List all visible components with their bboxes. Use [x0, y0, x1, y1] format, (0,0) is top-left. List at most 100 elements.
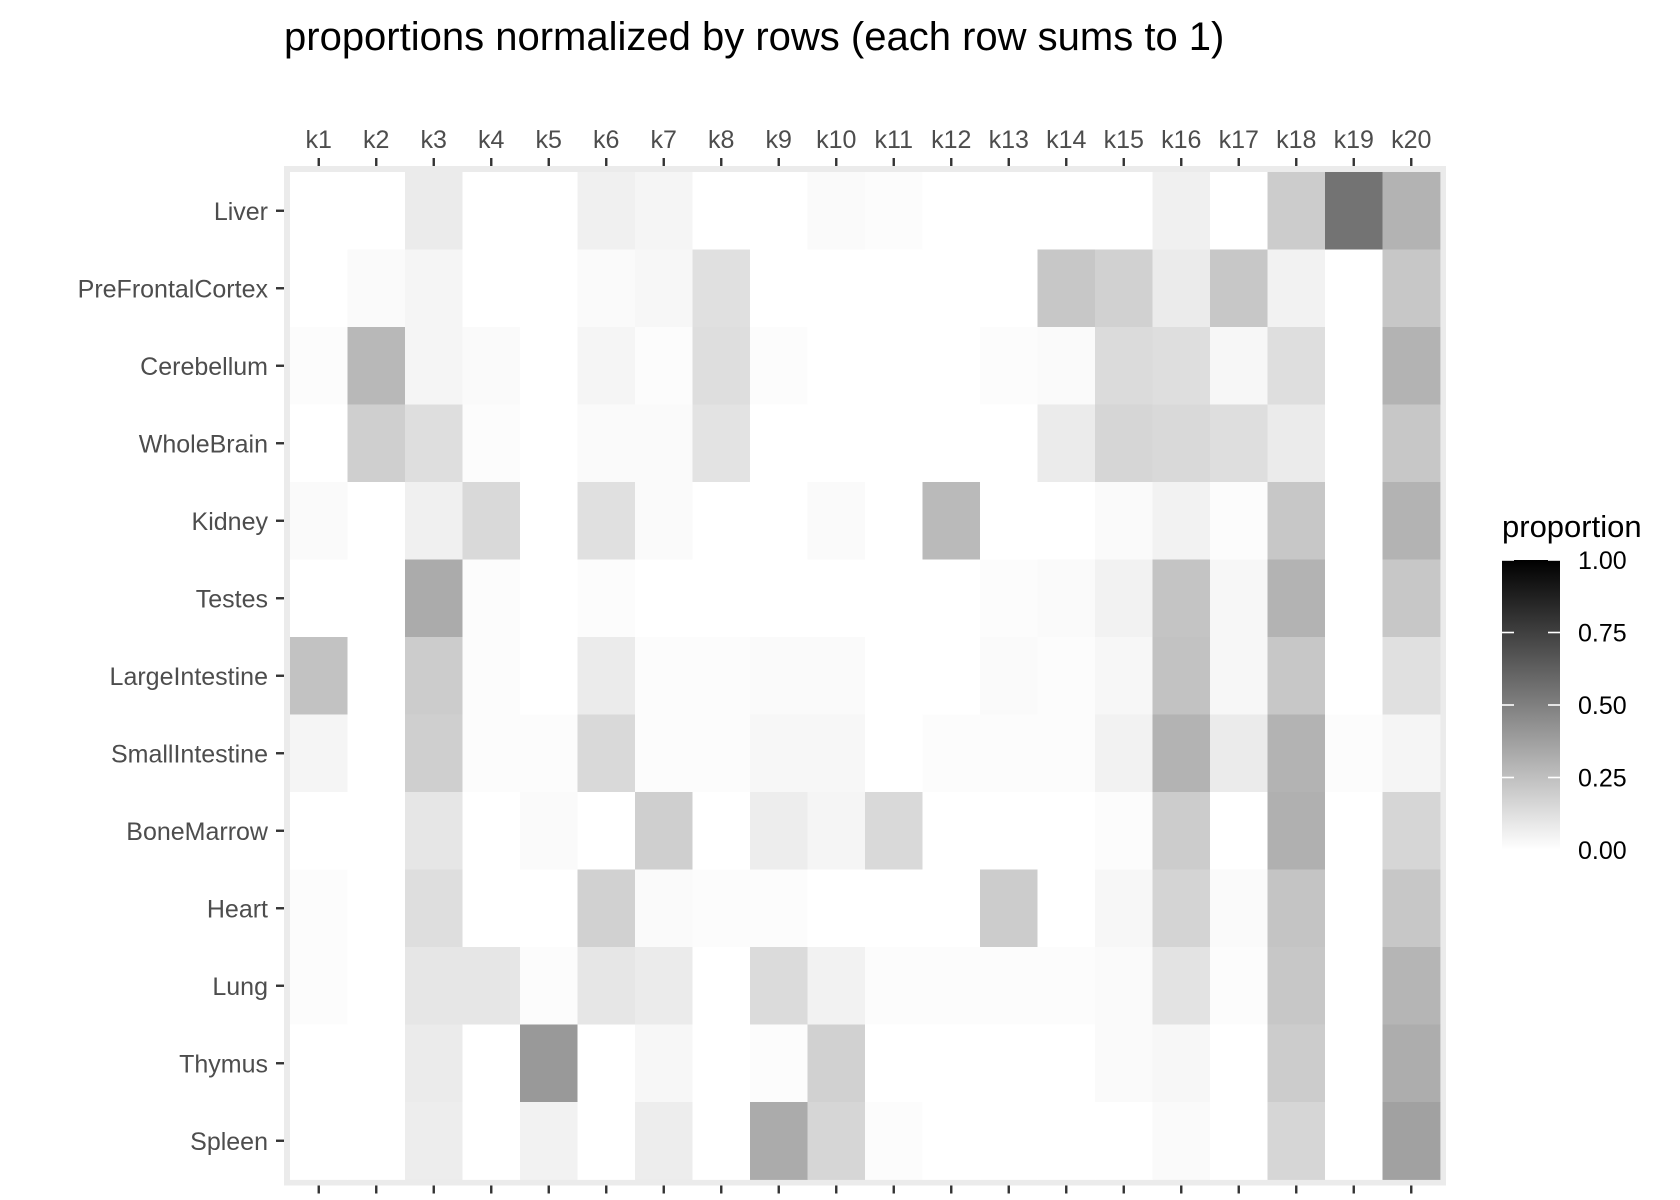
y-tick-label-PreFrontalCortex: PreFrontalCortex — [78, 275, 269, 303]
heatmap-cell-BoneMarrow-k4 — [462, 792, 521, 870]
heatmap-cell-Cerebellum-k13 — [980, 327, 1038, 405]
heatmap-cell-LargeIntestine-k17 — [1210, 637, 1268, 715]
heatmap-cell-SmallIntestine-k20 — [1382, 714, 1441, 793]
x-tick-label-k17: k17 — [1219, 126, 1259, 154]
heatmap-cell-Lung-k10 — [807, 947, 866, 1025]
heatmap-cell-Cerebellum-k5 — [520, 327, 578, 405]
heatmap-cell-Heart-k4 — [462, 869, 521, 948]
heatmap-cell-Heart-k15 — [1095, 869, 1153, 948]
heatmap-cell-SmallIntestine-k3 — [405, 714, 463, 793]
heatmap-cell-Testes-k11 — [865, 559, 923, 638]
x-tick-label-k7: k7 — [651, 126, 677, 154]
heatmap-cell-WholeBrain-k18 — [1267, 404, 1326, 483]
heatmap-cell-Testes-k8 — [692, 559, 751, 638]
heatmap-cell-BoneMarrow-k6 — [577, 792, 636, 870]
chart-title: proportions normalized by rows (each row… — [284, 15, 1224, 59]
heatmap-cell-Kidney-k3 — [405, 482, 463, 560]
heatmap-cell-PreFrontalCortex-k10 — [807, 249, 866, 328]
heatmap-cell-Heart-k2 — [347, 869, 406, 948]
heatmap-cell-Kidney-k13 — [980, 482, 1038, 560]
heatmap-cell-Thymus-k13 — [980, 1024, 1038, 1103]
heatmap-cell-BoneMarrow-k8 — [692, 792, 751, 870]
heatmap-cell-Kidney-k17 — [1210, 482, 1268, 560]
legend-label-0.00: 0.00 — [1578, 837, 1627, 865]
heatmap-cell-LargeIntestine-k20 — [1382, 637, 1441, 715]
heatmap-cell-Spleen-k14 — [1037, 1102, 1096, 1180]
heatmap-cell-PreFrontalCortex-k13 — [980, 249, 1038, 328]
y-tick-label-LargeIntestine: LargeIntestine — [110, 663, 268, 691]
heatmap-cell-SmallIntestine-k14 — [1037, 714, 1096, 793]
heatmap-cell-Cerebellum-k16 — [1152, 327, 1211, 405]
heatmap-cell-SmallIntestine-k7 — [635, 714, 693, 793]
heatmap-cell-Testes-k12 — [922, 559, 981, 638]
y-tick-label-Kidney: Kidney — [192, 508, 269, 536]
heatmap-cell-Spleen-k19 — [1325, 1102, 1383, 1180]
x-tick-label-k19: k19 — [1334, 126, 1374, 154]
heatmap-cell-BoneMarrow-k12 — [922, 792, 981, 870]
heatmap-cell-Spleen-k12 — [922, 1102, 981, 1180]
heatmap-cell-Testes-k16 — [1152, 559, 1211, 638]
y-tick-label-Thymus: Thymus — [179, 1050, 268, 1078]
heatmap-cell-SmallIntestine-k4 — [462, 714, 521, 793]
heatmap-cell-Liver-k18 — [1267, 172, 1326, 250]
heatmap-cell-BoneMarrow-k15 — [1095, 792, 1153, 870]
heatmap-cell-Liver-k20 — [1382, 172, 1441, 250]
heatmap-cell-Spleen-k2 — [347, 1102, 406, 1180]
heatmap-cell-Liver-k8 — [692, 172, 751, 250]
heatmap-cell-PreFrontalCortex-k1 — [290, 249, 348, 328]
heatmap-cell-Cerebellum-k8 — [692, 327, 751, 405]
heatmap-cell-PreFrontalCortex-k12 — [922, 249, 981, 328]
x-tick-label-k2: k2 — [363, 126, 389, 154]
heatmap-cell-Heart-k12 — [922, 869, 981, 948]
heatmap-cell-Thymus-k20 — [1382, 1024, 1441, 1103]
heatmap-cell-Spleen-k15 — [1095, 1102, 1153, 1180]
heatmap-cell-Thymus-k6 — [577, 1024, 636, 1103]
heatmap-cell-Liver-k5 — [520, 172, 578, 250]
heatmap-cell-LargeIntestine-k18 — [1267, 637, 1326, 715]
heatmap-cell-Testes-k6 — [577, 559, 636, 638]
heatmap-cell-Cerebellum-k2 — [347, 327, 406, 405]
heatmap-cell-WholeBrain-k6 — [577, 404, 636, 483]
x-tick-label-k4: k4 — [478, 126, 505, 154]
heatmap-cell-PreFrontalCortex-k2 — [347, 249, 406, 328]
heatmap-cell-Testes-k9 — [750, 559, 808, 638]
legend-label-0.25: 0.25 — [1578, 765, 1627, 793]
legend: proportion 1.00 0.75 0.50 0.25 0.00 — [1502, 509, 1642, 865]
heatmap-cell-Heart-k6 — [577, 869, 636, 948]
heatmap-cell-WholeBrain-k9 — [750, 404, 808, 483]
heatmap-cell-Liver-k17 — [1210, 172, 1268, 250]
heatmap-cell-Testes-k14 — [1037, 559, 1096, 638]
x-tick-label-k10: k10 — [816, 126, 856, 154]
y-tick-label-BoneMarrow: BoneMarrow — [126, 818, 269, 846]
heatmap-cell-PreFrontalCortex-k3 — [405, 249, 463, 328]
heatmap-cell-LargeIntestine-k19 — [1325, 637, 1383, 715]
heatmap-cell-Liver-k4 — [462, 172, 521, 250]
heatmap-cell-LargeIntestine-k13 — [980, 637, 1038, 715]
heatmap-cell-WholeBrain-k7 — [635, 404, 693, 483]
heatmap-cell-Lung-k16 — [1152, 947, 1211, 1025]
heatmap-cell-Heart-k20 — [1382, 869, 1441, 948]
heatmap-cell-BoneMarrow-k14 — [1037, 792, 1096, 870]
heatmap-cell-Spleen-k9 — [750, 1102, 808, 1180]
heatmap-cell-PreFrontalCortex-k5 — [520, 249, 578, 328]
legend-label-0.75: 0.75 — [1578, 620, 1627, 648]
heatmap-cell-Thymus-k4 — [462, 1024, 521, 1103]
heatmap-cell-Spleen-k1 — [290, 1102, 348, 1180]
y-tick-label-Liver: Liver — [214, 198, 268, 226]
heatmap-cell-Liver-k3 — [405, 172, 463, 250]
x-tick-label-k12: k12 — [931, 126, 971, 154]
heatmap-cell-PreFrontalCortex-k17 — [1210, 249, 1268, 328]
heatmap-cell-Spleen-k3 — [405, 1102, 463, 1180]
heatmap-cell-Kidney-k4 — [462, 482, 521, 560]
x-tick-label-k14: k14 — [1046, 126, 1086, 154]
x-axis: k1 k2 k3 k4 k5 k6 k7 k8 k9 k10 k11 k12 k13 k14 k15 k16 k… — [306, 126, 1431, 1194]
heatmap-cell-Thymus-k10 — [807, 1024, 866, 1103]
heatmap-cell-Cerebellum-k4 — [462, 327, 521, 405]
heatmap-cell-Heart-k8 — [692, 869, 751, 948]
heatmap-cell-Lung-k12 — [922, 947, 981, 1025]
heatmap-cell-Liver-k2 — [347, 172, 406, 250]
x-tick-label-k13: k13 — [989, 126, 1029, 154]
heatmap-cell-Spleen-k17 — [1210, 1102, 1268, 1180]
heatmap-cell-Liver-k13 — [980, 172, 1038, 250]
heatmap-cell-Testes-k20 — [1382, 559, 1441, 638]
